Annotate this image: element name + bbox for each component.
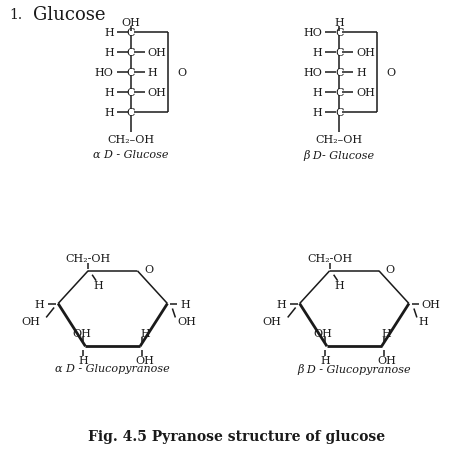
- Text: C: C: [335, 28, 344, 38]
- Text: α D - Glucopyranose: α D - Glucopyranose: [55, 364, 170, 373]
- Text: H: H: [335, 280, 345, 290]
- Text: H: H: [104, 48, 114, 58]
- Text: CH₂–OH: CH₂–OH: [107, 134, 154, 144]
- Text: α D - Glucose: α D - Glucose: [93, 150, 168, 160]
- Text: H: H: [276, 299, 286, 309]
- Text: O: O: [144, 264, 154, 274]
- Text: OH: OH: [422, 299, 441, 309]
- Text: O: O: [386, 264, 395, 274]
- Text: Glucose: Glucose: [33, 6, 106, 24]
- Text: β D- Glucose: β D- Glucose: [304, 150, 375, 161]
- Text: H: H: [104, 28, 114, 38]
- Text: C: C: [335, 107, 344, 117]
- Text: OH: OH: [147, 48, 166, 58]
- Text: β D - Glucopyranose: β D - Glucopyranose: [298, 363, 411, 374]
- Text: OH: OH: [21, 317, 40, 327]
- Text: H: H: [104, 107, 114, 117]
- Text: H: H: [320, 355, 330, 365]
- Text: C: C: [335, 48, 344, 58]
- Text: H: H: [180, 299, 190, 309]
- Text: H: H: [313, 107, 322, 117]
- Text: H: H: [335, 18, 344, 28]
- Text: OH: OH: [377, 355, 396, 365]
- Text: H: H: [313, 48, 322, 58]
- Text: H: H: [79, 355, 88, 365]
- Text: H: H: [356, 68, 366, 78]
- Text: Fig. 4.5 Pyranose structure of glucose: Fig. 4.5 Pyranose structure of glucose: [89, 429, 385, 443]
- Text: C: C: [127, 48, 135, 58]
- Text: HO: HO: [304, 68, 322, 78]
- Text: H: H: [140, 329, 150, 339]
- Text: CH₂–OH: CH₂–OH: [316, 134, 363, 144]
- Text: CH₂-OH: CH₂-OH: [307, 253, 352, 263]
- Text: OH: OH: [72, 329, 91, 339]
- Text: C: C: [335, 68, 344, 78]
- Text: OH: OH: [356, 48, 375, 58]
- Text: HO: HO: [95, 68, 114, 78]
- Text: 1.: 1.: [9, 8, 23, 22]
- Text: OH: OH: [313, 329, 332, 339]
- Text: C: C: [127, 107, 135, 117]
- Text: OH: OH: [356, 88, 375, 98]
- Text: H: H: [93, 280, 103, 290]
- Text: H: H: [35, 299, 44, 309]
- Text: H: H: [147, 68, 157, 78]
- Text: CH₂-OH: CH₂-OH: [65, 253, 111, 263]
- Text: OH: OH: [147, 88, 166, 98]
- Text: H: H: [419, 317, 428, 327]
- Text: OH: OH: [263, 317, 282, 327]
- Text: OH: OH: [121, 18, 140, 28]
- Text: C: C: [127, 88, 135, 98]
- Text: H: H: [313, 88, 322, 98]
- Text: C: C: [335, 88, 344, 98]
- Text: HO: HO: [304, 28, 322, 38]
- Text: OH: OH: [136, 355, 155, 365]
- Text: C: C: [127, 68, 135, 78]
- Text: O: O: [386, 68, 396, 78]
- Text: H: H: [104, 88, 114, 98]
- Text: OH: OH: [177, 317, 196, 327]
- Text: O: O: [178, 68, 187, 78]
- Text: C: C: [127, 28, 135, 38]
- Text: H: H: [382, 329, 392, 339]
